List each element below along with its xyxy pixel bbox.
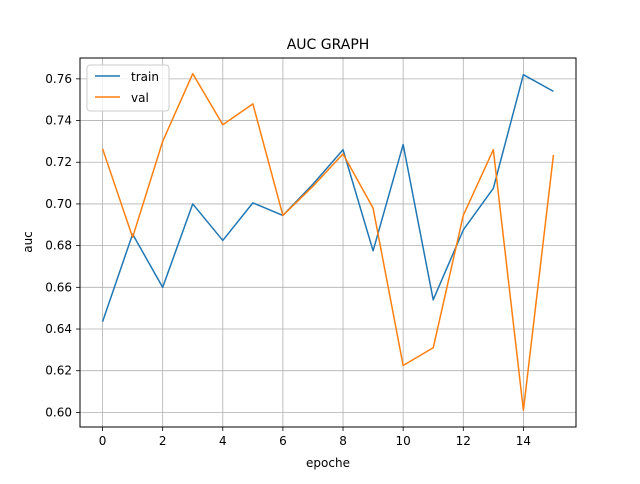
x-axis-label: epoche xyxy=(306,456,350,470)
series-line-val xyxy=(101,72,555,412)
x-tick-label: 8 xyxy=(339,434,347,448)
y-axis-ticks: 0.60 0.62 0.64 0.66 0.68 0.70 0.72 0.74 0.76 xyxy=(45,72,80,419)
y-tick-label: 0.70 xyxy=(45,197,72,211)
grid-lines xyxy=(80,58,576,427)
x-tick-label: 4 xyxy=(219,434,227,448)
x-tick-label: 0 xyxy=(99,434,107,448)
y-tick-label: 0.62 xyxy=(45,364,72,378)
legend-label-train: train xyxy=(131,70,159,84)
y-tick-label: 0.60 xyxy=(45,405,72,419)
x-tick-label: 6 xyxy=(279,434,287,448)
x-tick-label: 2 xyxy=(159,434,167,448)
x-axis-ticks: 0 2 4 6 8 10 12 14 xyxy=(99,427,531,448)
series-lines xyxy=(101,72,555,412)
x-tick-label: 12 xyxy=(456,434,471,448)
series-line-train xyxy=(101,73,554,322)
plot-frame xyxy=(79,57,577,428)
y-axis-label: auc xyxy=(21,231,35,253)
y-tick-label: 0.74 xyxy=(45,114,72,128)
y-tick-label: 0.68 xyxy=(45,239,72,253)
x-tick-label: 10 xyxy=(396,434,411,448)
legend-label-val: val xyxy=(131,91,149,105)
x-tick-label: 14 xyxy=(516,434,531,448)
y-tick-label: 0.76 xyxy=(45,72,72,86)
chart-legend: train val xyxy=(86,64,170,112)
y-tick-label: 0.64 xyxy=(45,322,72,336)
y-tick-label: 0.72 xyxy=(45,155,72,169)
y-tick-label: 0.66 xyxy=(45,280,72,294)
chart-title: AUC GRAPH xyxy=(287,37,370,53)
